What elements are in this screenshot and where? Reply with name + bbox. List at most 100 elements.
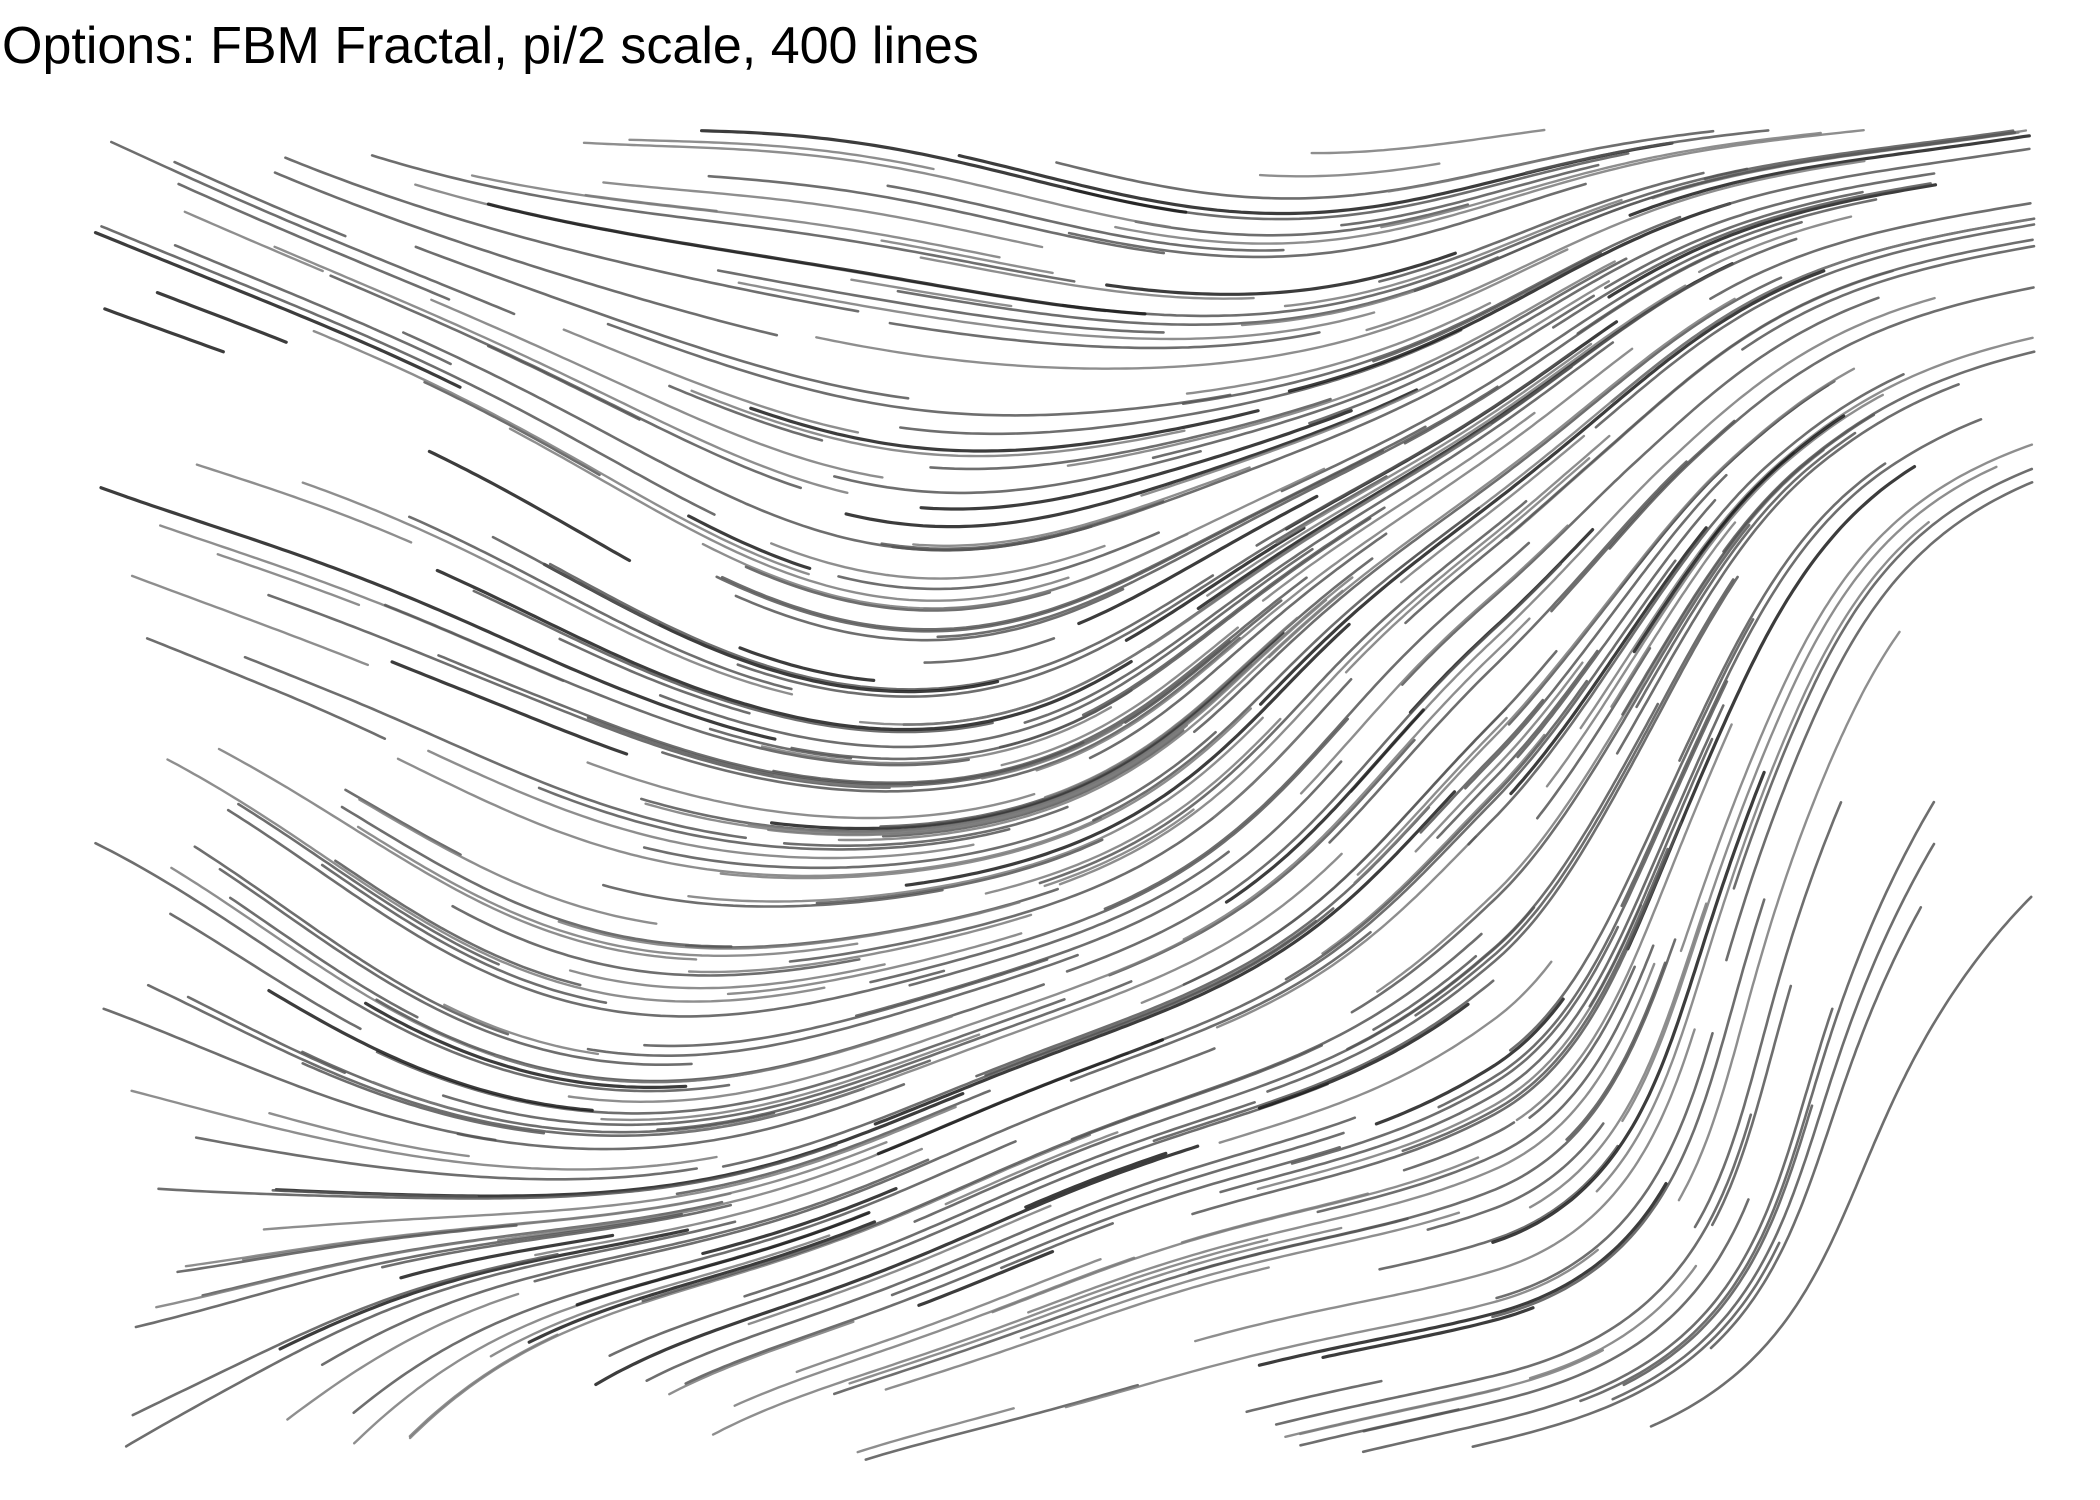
flow-line	[1615, 383, 1960, 755]
flow-line	[628, 138, 935, 171]
flow-line	[1245, 1379, 1383, 1414]
flow-line	[658, 547, 1314, 749]
flow-line	[1147, 423, 1492, 649]
flow-line	[1732, 467, 2034, 890]
flow-line	[608, 1082, 1329, 1357]
flow-line	[1711, 984, 1793, 1227]
flow-line	[1509, 526, 1708, 796]
flow-line	[1678, 462, 1887, 762]
flow-line	[508, 427, 1070, 602]
flow-line	[312, 329, 810, 576]
flow-line	[747, 576, 1354, 834]
flow-line	[1594, 223, 2036, 429]
flow-line	[738, 646, 876, 682]
flow-line	[267, 593, 891, 789]
flow-line	[558, 637, 751, 715]
flow-line	[427, 449, 632, 563]
flow-line	[1340, 163, 1600, 227]
flow-line	[1284, 679, 1588, 981]
flow-line	[642, 730, 1217, 870]
flow-line	[888, 321, 1321, 350]
flow-line	[1426, 1122, 1605, 1231]
flow-line	[1380, 131, 1822, 229]
flow-line	[183, 210, 324, 273]
flow-line	[1528, 965, 1636, 1119]
flow-line	[1710, 147, 2031, 211]
flow-line	[562, 328, 860, 434]
flow-line	[451, 904, 861, 977]
flow-line	[441, 980, 1133, 1127]
flow-line	[1024, 1151, 1168, 1209]
flow-line	[1374, 997, 1565, 1126]
flow-line	[1536, 646, 1652, 820]
flow-line	[320, 863, 608, 1004]
flow-line	[358, 798, 658, 925]
flow-line	[600, 1033, 981, 1122]
flow-line	[527, 1220, 877, 1344]
flow-line	[1401, 296, 1880, 686]
flow-line	[1402, 1121, 1516, 1172]
flow-line	[1565, 961, 1667, 1141]
flow-line	[991, 1156, 1480, 1314]
flow-line	[216, 553, 361, 607]
flow-line	[1321, 733, 1546, 955]
flow-line	[1611, 842, 1936, 1401]
flow-line	[1105, 251, 1457, 296]
flow-line	[1604, 190, 1864, 290]
flow-line	[929, 397, 1332, 471]
flow-line	[381, 1203, 732, 1269]
flow-line	[975, 806, 1431, 1078]
flow-line	[1259, 269, 1826, 706]
flow-line	[721, 907, 1335, 1168]
flow-line	[1413, 131, 2017, 293]
flow-line	[1023, 341, 1615, 724]
flow-line	[1267, 297, 1736, 659]
flow-line	[833, 450, 1202, 495]
flow-line	[159, 524, 565, 683]
flow-line	[855, 760, 1343, 1017]
flow-line	[1283, 198, 1623, 308]
flow-line	[130, 574, 369, 667]
flow-line	[1287, 202, 1732, 393]
flow-line	[984, 717, 1282, 895]
flow-line	[1316, 944, 1655, 1214]
flow-line	[1414, 661, 1584, 853]
flow-line	[1372, 251, 1602, 363]
flow-line	[743, 1101, 1256, 1298]
flow-line	[1261, 411, 1536, 602]
flow-line	[1114, 129, 1865, 245]
flow-line	[1257, 1002, 1470, 1110]
flow-line	[1350, 296, 1936, 793]
flow-line	[423, 380, 601, 477]
flow-line	[980, 723, 1123, 780]
flow-line	[1401, 847, 1669, 1153]
flow-line	[675, 1089, 991, 1196]
flow-line	[110, 140, 516, 316]
flow-line	[606, 322, 1232, 417]
flow-line	[1579, 336, 2034, 730]
flow-line	[1043, 808, 1195, 888]
flow-line	[1588, 737, 1714, 1008]
flow-line	[944, 1131, 1119, 1206]
flow-line	[1191, 821, 1683, 1216]
flow-line	[226, 808, 946, 1018]
flow-line	[594, 1144, 1200, 1387]
flow-line	[1187, 938, 1677, 1274]
flow-line	[708, 727, 853, 760]
flow-line	[1677, 630, 1901, 1202]
flow-line	[356, 825, 859, 957]
flow-line	[876, 1038, 1164, 1156]
flow-line	[1509, 618, 1755, 1052]
flow-line	[217, 747, 698, 961]
flow-line	[278, 1228, 690, 1351]
flow-line	[1275, 342, 1593, 544]
flow-line	[1150, 559, 1677, 1045]
flow-line	[102, 1007, 497, 1142]
flow-line	[747, 1204, 1052, 1326]
flow-line	[169, 912, 362, 1031]
flow-line	[1206, 284, 1687, 597]
flow-line	[1607, 183, 1938, 299]
flow-line	[1394, 218, 2031, 573]
flow-line	[93, 231, 462, 389]
